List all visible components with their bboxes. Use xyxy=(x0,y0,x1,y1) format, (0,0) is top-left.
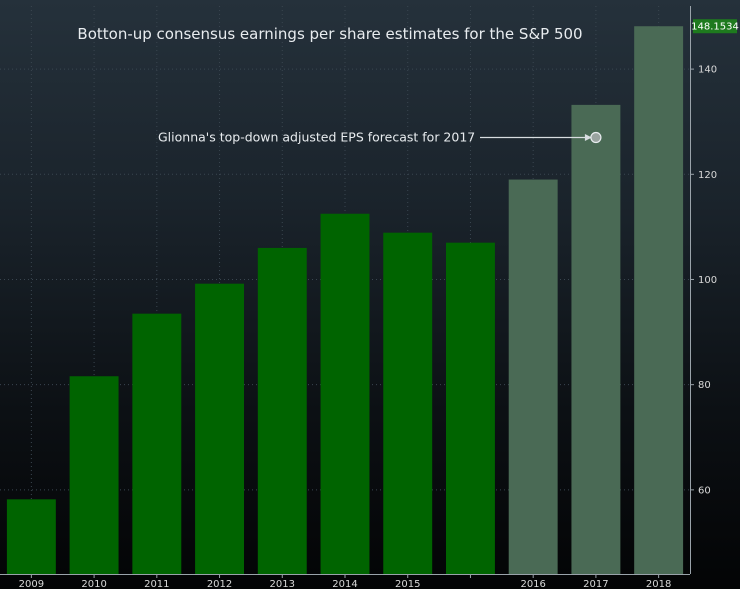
bar-2014 xyxy=(320,213,370,575)
x-tick-label: 2015 xyxy=(395,579,420,589)
x-tick-label: 2013 xyxy=(270,579,295,589)
bar-2013 xyxy=(257,247,307,575)
bar-2016 xyxy=(508,179,558,575)
x-tick-label: 2011 xyxy=(144,579,169,589)
chart-title: Botton-up consensus earnings per share e… xyxy=(77,25,582,43)
x-axis-labels: 2009 2010 2011 2012 2013 2014 2015 2016 2017 2018 xyxy=(0,574,690,589)
bar-2012 xyxy=(195,283,245,574)
x-tick-label: 2014 xyxy=(332,579,357,589)
bars xyxy=(6,26,684,575)
bar-unlabeled xyxy=(445,242,495,574)
annotation-text: Glionna's top-down adjusted EPS forecast… xyxy=(158,129,475,144)
bar-2011 xyxy=(132,313,182,574)
annotation-arrowhead xyxy=(584,133,592,141)
annotation: Glionna's top-down adjusted EPS forecast… xyxy=(158,129,602,144)
y-tick-label: 60 xyxy=(698,485,711,496)
last-value-badge xyxy=(693,19,737,34)
bar-2015 xyxy=(383,232,433,574)
annotation-marker xyxy=(590,131,602,144)
x-tick-label: 2009 xyxy=(19,579,44,589)
last-value-label: 148.1534 xyxy=(691,22,739,33)
x-tick-label: 2018 xyxy=(646,579,671,589)
bar-2009 xyxy=(6,499,56,574)
y-tick-label: 100 xyxy=(698,275,717,286)
x-tick-label: 2016 xyxy=(520,579,545,589)
y-tick-label: 140 xyxy=(698,65,717,76)
x-tick-label: 2010 xyxy=(81,579,106,589)
y-tick-label: 120 xyxy=(698,170,717,181)
y-axis: 60 80 100 120 140 148.1534 xyxy=(690,6,739,574)
y-tick-label: 80 xyxy=(698,380,711,391)
bar-2010 xyxy=(69,376,119,574)
x-tick-label: 2012 xyxy=(207,579,232,589)
bar-2017 xyxy=(571,104,621,574)
bar-2018 xyxy=(634,26,684,574)
x-tick-label: 2017 xyxy=(583,579,608,589)
